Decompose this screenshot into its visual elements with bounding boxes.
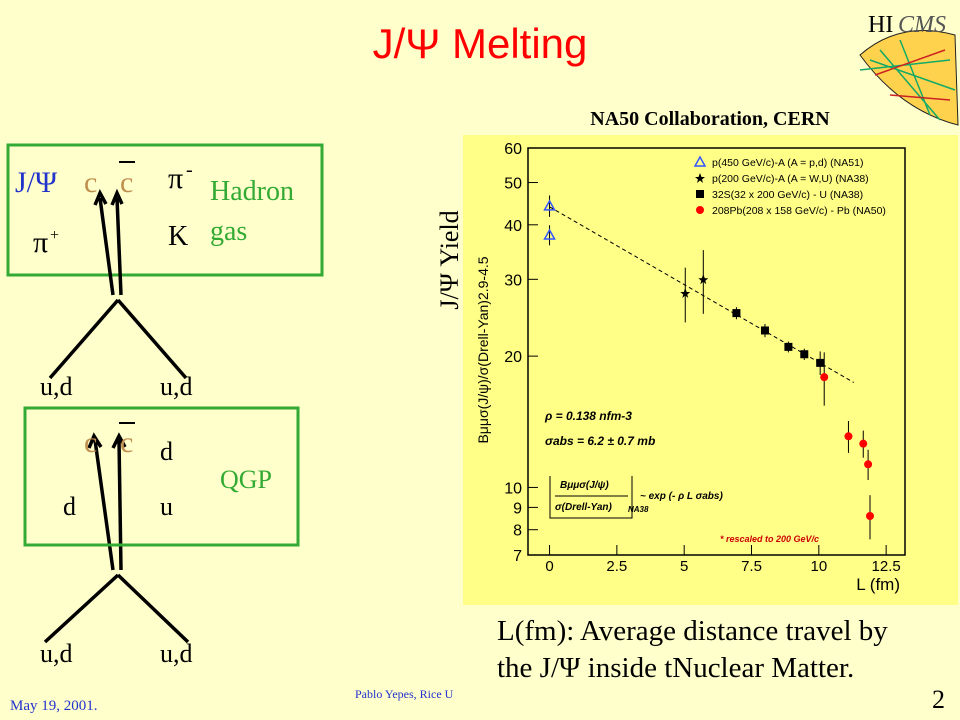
x-tick-label: 2.5 <box>606 558 627 575</box>
gas-label: gas <box>210 216 247 247</box>
legend-marker <box>696 206 704 214</box>
y-label-outer: J/Ψ Yield <box>435 210 464 309</box>
chart-title: NA50 Collaboration, CERN <box>590 108 830 130</box>
annotation: * rescaled to 200 GeV/c <box>720 534 819 544</box>
point <box>760 326 769 335</box>
x-tick-label: 10 <box>810 558 827 575</box>
legend-entry: p(200 GeV/c)-A (A = W,U) (NA38) <box>712 173 869 185</box>
kaon: K <box>168 221 188 252</box>
anticharm: c <box>120 166 133 199</box>
slide-title: J/Ψ Melting <box>373 20 588 67</box>
pion-minus-charge: - <box>186 159 193 181</box>
annotation: ρ = 0.138 nfm-3 <box>544 409 632 423</box>
quark-label: u,d <box>160 372 193 401</box>
footer-author: Pablo Yepes, Rice U <box>355 687 454 701</box>
point <box>543 228 556 240</box>
annotation: Bμμσ(J/ψ) <box>560 480 609 491</box>
x-tick-label: 5 <box>680 558 688 575</box>
point <box>732 309 741 318</box>
legend-marker <box>696 190 704 198</box>
qgp-label: QGP <box>220 465 272 494</box>
y-tick-label: 9 <box>513 500 522 517</box>
quark-label: u,d <box>40 372 73 401</box>
legend-entry: 208Pb(208 x 158 GeV/c) - Pb (NA50) <box>712 205 886 217</box>
plot-panel <box>463 135 958 605</box>
x-tick-label: 7.5 <box>741 558 762 575</box>
point <box>784 342 793 351</box>
y-tick-label: 30 <box>504 272 522 289</box>
caption: L(fm): Average distance travel by <box>497 615 888 647</box>
footer-date: May 19, 2001. <box>10 698 98 714</box>
x-tick-label: 0 <box>545 558 553 575</box>
logo-hi: HI <box>868 12 893 38</box>
legend-marker <box>693 155 707 167</box>
jpsi-label: J/Ψ <box>15 166 58 199</box>
diagram-lines <box>43 188 190 644</box>
legend-entry: 32S(32 x 200 GeV/c) - U (NA38) <box>712 189 863 201</box>
fit-line <box>549 206 855 383</box>
pion-minus: π <box>168 162 183 195</box>
y-tick-label: 50 <box>504 176 522 193</box>
hadron-box <box>6 143 324 277</box>
point <box>864 460 873 469</box>
anticharm: c <box>120 426 133 459</box>
charm: c <box>84 166 97 199</box>
quark-label: u,d <box>40 639 73 668</box>
point <box>820 373 829 382</box>
y-tick-label: 10 <box>504 480 522 497</box>
charm: c <box>84 426 97 459</box>
point <box>698 274 709 285</box>
legend-entry: p(450 GeV/c)-A (A = p,d) (NA51) <box>712 157 863 169</box>
logo: HI CMS <box>859 12 959 126</box>
caption: the J/Ψ inside tNuclear Matter. <box>497 652 854 684</box>
quark-d: d <box>63 492 76 521</box>
hadron-label: Hadron <box>210 176 294 207</box>
pion-plus-charge: + <box>50 227 59 244</box>
y-tick-label: 20 <box>504 349 522 366</box>
point <box>680 288 691 299</box>
quark-u: u <box>160 492 173 521</box>
x-tick-label: 12.5 <box>872 558 901 575</box>
page-number: 2 <box>932 685 945 714</box>
y-axis-label: Bμμσ(J/ψ)/σ(Drell-Yan)2.9-4.5 <box>475 256 491 443</box>
legend-marker <box>695 173 705 183</box>
annotation: σ(Drell-Yan) <box>555 502 612 513</box>
y-tick-label: 8 <box>513 523 522 540</box>
y-tick-label: 40 <box>504 218 522 235</box>
logo-cms: CMS <box>898 12 946 38</box>
point <box>816 358 825 367</box>
quark-label: u,d <box>160 639 193 668</box>
bracket <box>549 476 633 519</box>
y-tick-label: 60 <box>504 141 522 158</box>
plot-area <box>527 147 906 556</box>
annotation: σabs = 6.2 ± 0.7 mb <box>545 434 655 448</box>
x-axis-label: L (fm) <box>856 575 900 594</box>
point <box>844 432 853 441</box>
qgp-box <box>23 406 300 547</box>
quark-d: d <box>160 437 173 466</box>
annotation: ~ exp (- ρ L σabs) <box>640 491 723 502</box>
y-tick-label: 7 <box>513 548 522 565</box>
point <box>865 512 874 521</box>
pion-plus: π <box>33 226 48 259</box>
point <box>543 199 556 211</box>
point <box>859 439 868 448</box>
annotation: NA38 <box>628 505 649 514</box>
